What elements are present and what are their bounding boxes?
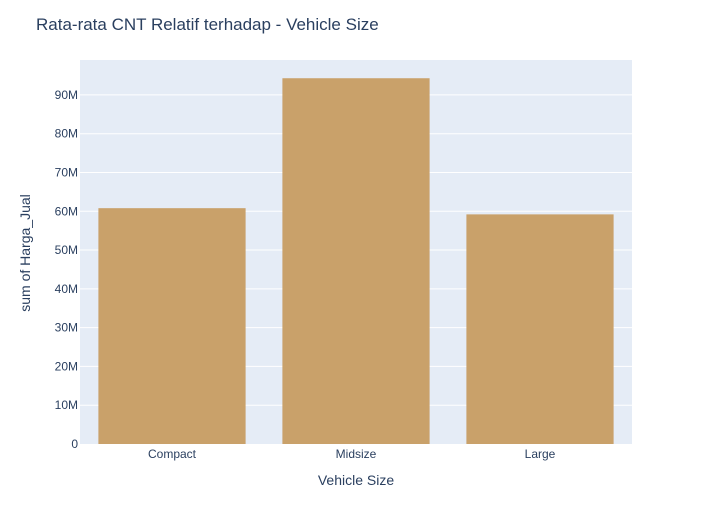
chart-title: Rata-rata CNT Relatif terhadap - Vehicle… [36,15,379,34]
bars [98,78,614,445]
y-tick-label: 10M [55,398,78,412]
y-tick-label: 20M [55,359,78,373]
x-tick-label: Compact [148,447,197,461]
bar-compact[interactable] [98,208,246,444]
x-axis-title: Vehicle Size [318,472,394,488]
y-tick-label: 60M [55,204,78,218]
x-axis-ticks: Compact Midsize Large [148,447,556,461]
x-tick-label: Large [525,447,556,461]
y-tick-label: 30M [55,321,78,335]
y-axis-ticks: 0 10M 20M 30M 40M 50M 60M 70M 80M 90M [55,88,79,451]
y-tick-label: 40M [55,282,78,296]
y-tick-label: 50M [55,243,78,257]
y-tick-label: 90M [55,88,78,102]
y-tick-label: 0 [71,437,78,451]
y-tick-label: 70M [55,165,78,179]
y-axis-title: sum of Harga_Jual [17,194,33,312]
y-tick-label: 80M [55,127,78,141]
bar-midsize[interactable] [282,78,430,445]
x-tick-label: Midsize [336,447,377,461]
bar-large[interactable] [466,214,614,444]
